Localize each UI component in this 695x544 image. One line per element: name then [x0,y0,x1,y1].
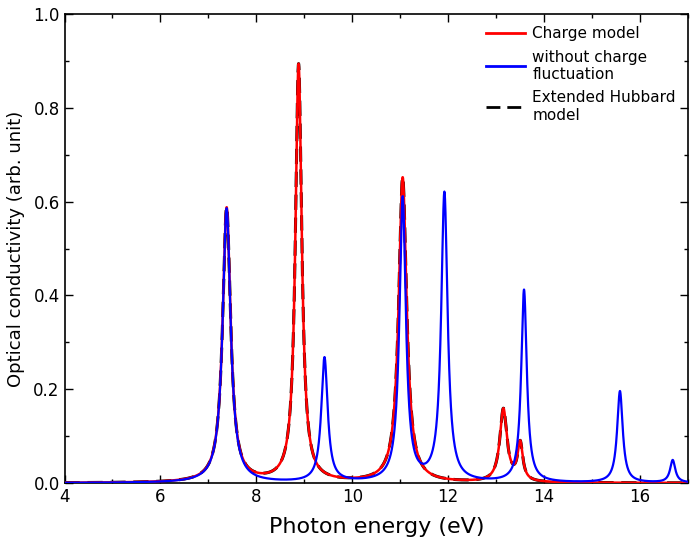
Y-axis label: Optical conductivity (arb. unit): Optical conductivity (arb. unit) [7,110,25,387]
X-axis label: Photon energy (eV): Photon energy (eV) [268,517,484,537]
Legend: Charge model, without charge
fluctuation, Extended Hubbard
model: Charge model, without charge fluctuation… [482,22,680,127]
